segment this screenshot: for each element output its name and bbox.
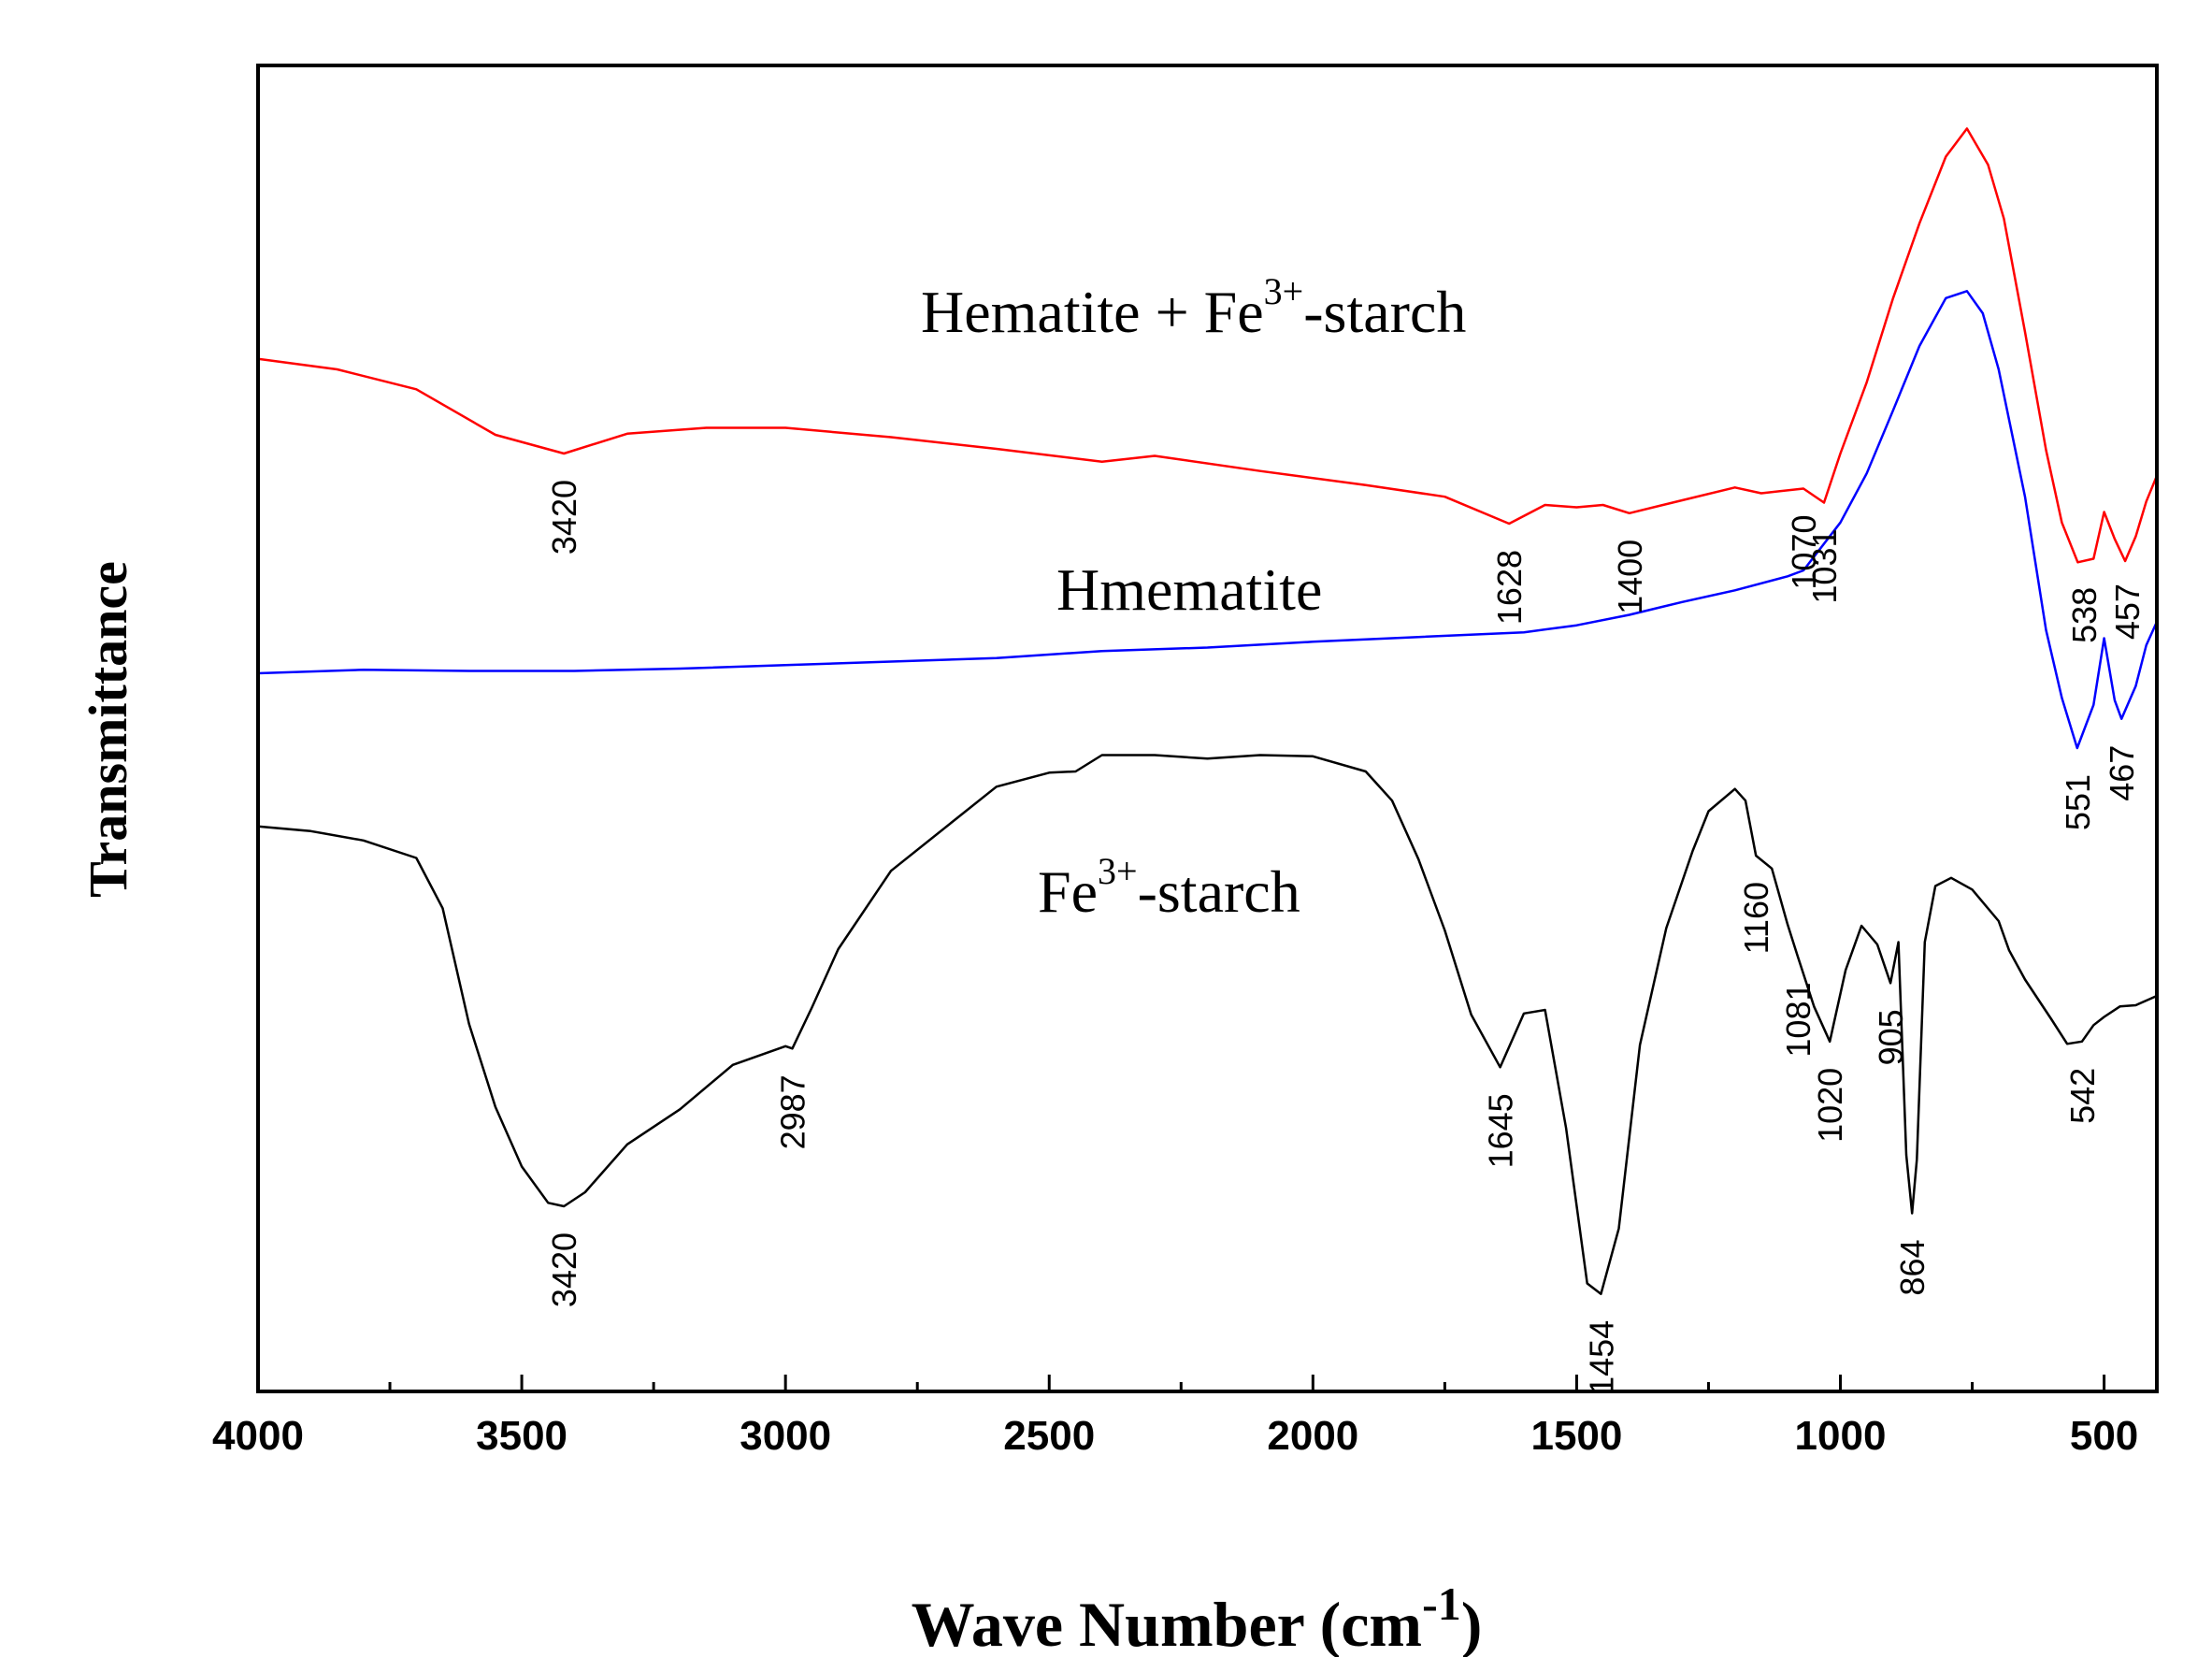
series-label-hematite-fe-starch-tail: -starch (1303, 279, 1466, 345)
series-label-hmematite: Hmematite (1056, 556, 1322, 623)
x-tick-label-3000: 3000 (740, 1413, 831, 1459)
peak-label-hematite-fe3-starch-3420: 3420 (545, 480, 583, 555)
series-line-hmematite (257, 290, 2159, 750)
series-label-hematite-fe-starch-main: Hematite + Fe (921, 279, 1264, 345)
peak-label-hematite-fe3-starch-1070: 1070 (1785, 515, 1823, 590)
peak-label-hematite-fe3-starch-1400: 1400 (1611, 540, 1649, 614)
peak-label-fe3-starch-1081: 1081 (1779, 983, 1817, 1058)
peak-label-fe3-starch-864: 864 (1893, 1240, 1932, 1296)
peak-label-fe3-starch-542: 542 (2063, 1068, 2102, 1124)
plot-frame (256, 64, 2159, 1393)
peak-label-fe3-starch-905: 905 (1872, 1009, 1910, 1065)
peak-label-fe3-starch-1160: 1160 (1737, 882, 1775, 954)
peak-label-hematite-fe3-starch-1628: 1628 (1490, 550, 1529, 625)
x-tick-label-2000: 2000 (1267, 1413, 1358, 1459)
x-axis-title-close: ) (1461, 1589, 1483, 1657)
peak-label-fe3-starch-1454: 1454 (1582, 1320, 1620, 1395)
x-tick-label-500: 500 (2070, 1413, 2138, 1459)
series-label-hmematite-main: Hmematite (1056, 556, 1322, 623)
series-label-hematite-fe-starch-sup: 3+ (1264, 270, 1304, 312)
x-axis-title: Wave Number (cm-1) (912, 1578, 1483, 1657)
x-tick-label-2500: 2500 (1003, 1413, 1095, 1459)
x-tick-label-4000: 4000 (212, 1413, 304, 1459)
series-layer (257, 127, 2159, 1296)
series-line-hematite-fe3-starch (257, 127, 2159, 564)
peak-label-fe3-starch-1020: 1020 (1811, 1068, 1849, 1143)
series-label-hematite-fe-starch: Hematite + Fe3+-starch (921, 270, 1466, 345)
peak-label-fe3-starch-1645: 1645 (1482, 1093, 1520, 1168)
x-ticks: 4000 3500 3000 2500 2000 1500 1000 500 (212, 1375, 2138, 1459)
peak-label-hematite-fe3-starch-1031: 1031 (1805, 529, 1844, 604)
series-line-fe3-starch (257, 754, 2158, 1296)
series-label-fe-starch-sup: 3+ (1098, 850, 1138, 892)
series-label-fe-starch-main: Fe (1038, 858, 1098, 925)
x-tick-label-1500: 1500 (1530, 1413, 1622, 1459)
series-label-fe-starch: Fe3+-starch (1038, 850, 1300, 925)
peak-label-hematite-fe3-starch-457: 457 (2108, 584, 2147, 640)
x-axis-title-main: Wave Number (cm (912, 1589, 1422, 1657)
x-tick-label-3500: 3500 (476, 1413, 567, 1459)
peak-label-fe3-starch-2987: 2987 (774, 1074, 812, 1149)
x-tick-label-1000: 1000 (1795, 1413, 1887, 1459)
peak-label-hmematite-467: 467 (2103, 745, 2141, 801)
x-axis-title-sup: -1 (1422, 1578, 1461, 1630)
peak-label-hematite-fe3-starch-538: 538 (2065, 587, 2104, 643)
series-label-fe-starch-tail: -starch (1138, 858, 1300, 925)
peak-label-fe3-starch-3420: 3420 (545, 1232, 583, 1307)
peak-label-hmematite-551: 551 (2059, 774, 2097, 830)
y-axis-title: Transmittance (78, 561, 138, 898)
